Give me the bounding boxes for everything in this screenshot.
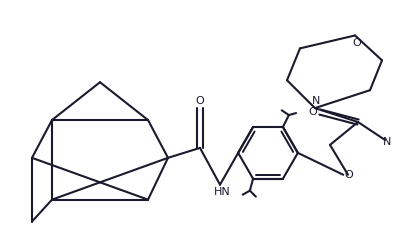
Text: N: N bbox=[382, 137, 391, 147]
Text: N: N bbox=[312, 96, 320, 106]
Text: O: O bbox=[353, 38, 361, 48]
Text: O: O bbox=[309, 107, 318, 117]
Text: HN: HN bbox=[214, 187, 230, 197]
Text: O: O bbox=[345, 170, 353, 180]
Text: O: O bbox=[196, 96, 205, 106]
